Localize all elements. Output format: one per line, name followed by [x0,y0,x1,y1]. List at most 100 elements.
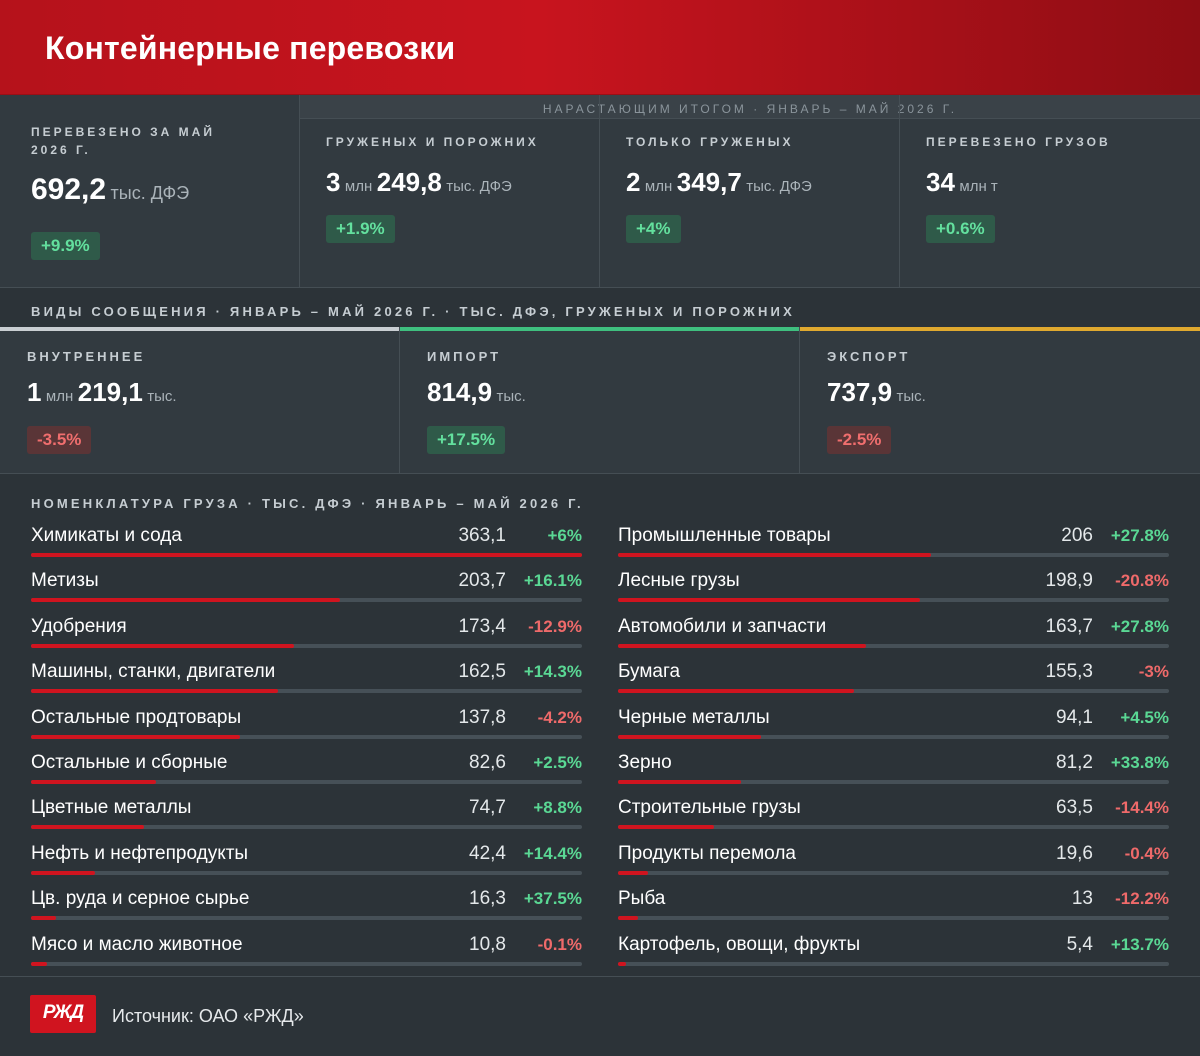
cargo-change: -12.2% [1115,889,1169,909]
cargo-bar-track [31,825,582,830]
cargo-name: Остальные и сборные [31,752,228,773]
cargo-bar-track [31,598,582,603]
stat-may-number: 692,2 [31,173,107,206]
stat-may-change: +9.9% [31,232,100,260]
cargo-name: Цв. руда и серное сырье [31,888,250,910]
mode-domestic-label: ВНУТРЕННЕЕ [27,349,146,364]
stat-cargo-total-value: 34 млн т [926,167,998,198]
stat-cargo-total-change: +0.6% [926,215,995,243]
cargo-value: 94,1 [1056,706,1093,728]
cargo-change: -12.9% [528,616,582,636]
cargo-change: -4.2% [537,707,582,727]
cargo-change: +13.7% [1110,934,1169,954]
cargo-bar-track [618,780,1169,784]
cargo-name: Мясо и масло животное [31,933,243,955]
rzd-logo-text: РЖД [42,1002,84,1023]
cargo-name: Автомобили и запчасти [618,615,827,637]
cargo-name: Строительные грузы [618,797,801,819]
cargo-bar-fill [31,870,96,875]
cargo-row: Промышленные товары 206 +27.8% [618,525,1169,565]
cargo-bar-track [618,916,1169,921]
cargo-change: +14.3% [523,662,582,682]
stat-cargo-total-label: Перевезено грузов [926,135,1111,149]
stat-loaded-only-unit-a: млн [644,178,673,195]
mode-export-unit-b: тыс. [896,388,926,405]
cargo-name: Остальные продтовары [31,706,242,728]
header-bar: Контейнерные перевозки [0,0,1200,95]
cargo-row: Черные металлы 94,1 +4.5% [618,707,1169,747]
cargo-row: Нефть и нефтепродукты 42,4 +14.4% [31,843,582,883]
cargo-change: +27.8% [1110,616,1169,636]
mode-domestic-accent [0,327,399,331]
cargo-bar-track [618,598,1169,603]
modes-title: Виды сообщения · январь – май 2026 г. · … [31,304,795,319]
stat-loaded-only-label: Только груженых [626,135,794,149]
cargo-change: -20.8% [1115,571,1169,591]
cargo-change: +37.5% [523,889,582,909]
cargo-bar-track [31,689,582,694]
cargo-bar-track [618,870,1169,875]
cargo-bar-fill [31,598,341,603]
mode-import-unit-b: тыс. [496,388,526,405]
stat-may-unit: тыс. ДФЭ [110,183,190,203]
footer: РЖД Источник: ОАО «РЖД» [0,976,1200,1056]
mode-export-accent [800,327,1200,331]
cargo-row: Продукты перемола 19,6 -0.4% [618,843,1169,883]
stat-loaded-empty-unit-b: тыс. ДФЭ [446,178,512,195]
stat-loaded-empty-number-a: 3 [326,167,341,197]
cargo-row: Остальные и сборные 82,6 +2.5% [31,752,582,792]
cargo-name: Зерно [618,752,672,773]
cargo-name: Машины, станки, двигатели [31,661,276,683]
cargo-row: Цветные металлы 74,7 +8.8% [31,797,582,837]
cargo-bar-track [31,553,582,557]
stat-loaded-empty-value: 3 млн 249,8 тыс. ДФЭ [326,167,512,198]
stat-loaded-only: Только груженых 2 млн 349,7 тыс. ДФЭ +4% [600,95,900,287]
cargo-change: +33.8% [1110,753,1169,772]
cargo-name: Картофель, овощи, фрукты [618,933,861,955]
cargo-change: -14.4% [1115,798,1169,818]
stat-loaded-only-change: +4% [626,215,681,243]
cargo-row: Мясо и масло животное 10,8 -0.1% [31,934,582,974]
mode-export-change: -2.5% [827,426,892,454]
cargo-row: Удобрения 173,4 -12.9% [31,616,582,656]
mode-import-value: 814,9 тыс. [427,377,526,408]
mode-export-number-b: 737,9 [827,377,893,407]
mode-export-label: ЭКСПОРТ [827,349,911,364]
mode-domestic-value: 1 млн 219,1 тыс. [27,377,177,408]
cargo-change: -3% [1138,662,1169,682]
cargo-row: Бумага 155,3 -3% [618,661,1169,701]
cargo-bar-fill [618,961,627,966]
cargo-bar-fill [618,643,867,648]
cargo-value: 19,6 [1056,842,1093,864]
cargo-bar-fill [618,825,715,830]
cargo-change: +6% [547,526,583,545]
cargo-value: 137,8 [458,706,506,728]
mode-domestic-number-b: 219,1 [77,377,143,407]
cargo-bar-fill [618,780,742,784]
mode-domestic-change: -3.5% [27,426,92,454]
mode-domestic: ВНУТРЕННЕЕ 1 млн 219,1 тыс. -3.5% [0,327,400,474]
cargo-bar-track [618,553,1169,557]
cargo-value: 63,5 [1056,797,1093,819]
mode-export-value: 737,9 тыс. [827,377,926,408]
cargo-bar-fill [31,734,241,739]
cargo-bar-track [31,870,582,875]
divider [0,287,1200,288]
cargo-value: 5,4 [1066,933,1093,955]
stat-loaded-only-value: 2 млн 349,7 тыс. ДФЭ [626,167,812,198]
cargo-row: Машины, станки, двигатели 162,5 +14.3% [31,661,582,701]
source-text: Источник: ОАО «РЖД» [112,1006,304,1026]
cargo-name: Метизы [31,570,99,592]
stat-cargo-total-unit: млн т [959,178,998,195]
cargo-row: Автомобили и запчасти 163,7 +27.8% [618,616,1169,656]
cargo-bar-track [31,780,582,784]
cargo-bar-fill [31,961,48,966]
cargo-bar-track [618,643,1169,648]
cargo-value: 81,2 [1056,752,1093,773]
mode-import-number-b: 814,9 [427,377,493,407]
cargo-value: 10,8 [469,933,506,955]
cargo-row: Химикаты и сода 363,1 +6% [31,525,582,565]
cumulative-banner-text: Нарастающим итогом · январь – май 2026 г… [542,102,958,116]
cargo-value: 13 [1071,888,1093,910]
mode-import: ИМПОРТ 814,9 тыс. +17.5% [400,327,800,474]
